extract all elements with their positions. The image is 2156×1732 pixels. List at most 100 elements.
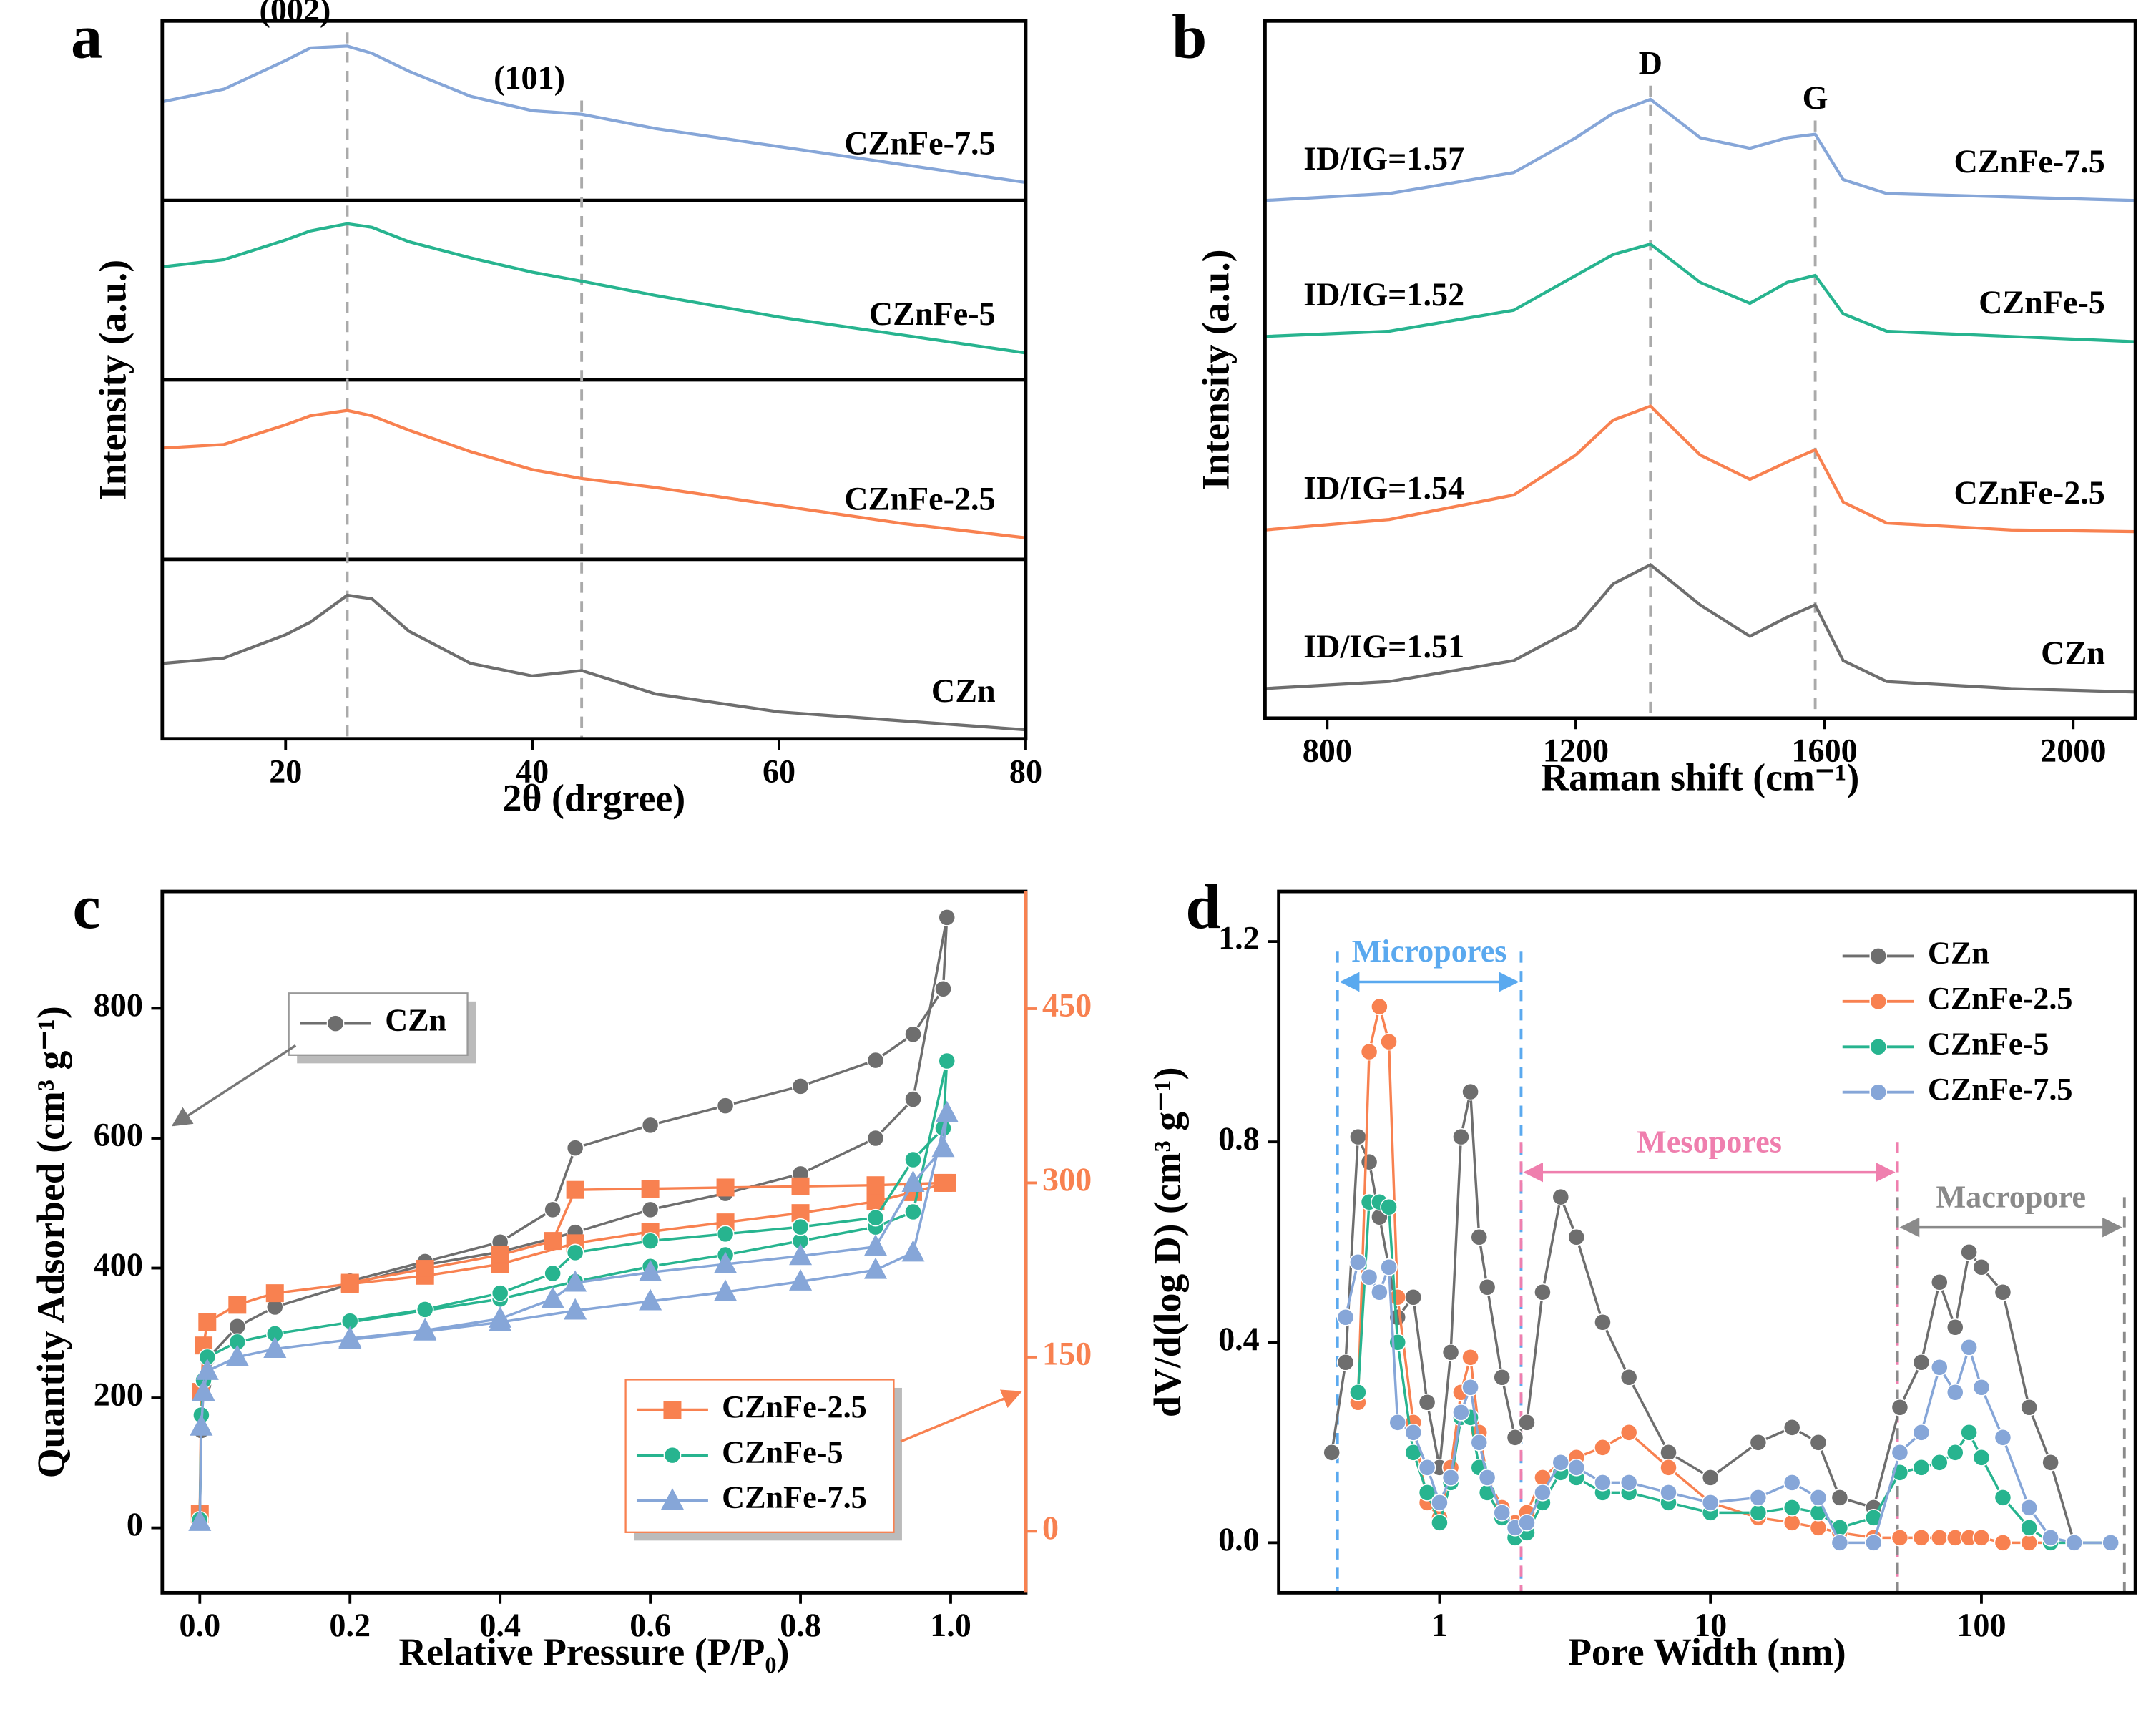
marker bbox=[901, 1170, 925, 1192]
marker bbox=[1478, 1469, 1496, 1487]
marker bbox=[1360, 1153, 1378, 1171]
marker bbox=[1749, 1434, 1768, 1452]
series-line bbox=[1344, 1259, 2111, 1545]
peak-label: G bbox=[1803, 79, 1828, 116]
marker bbox=[1567, 1459, 1586, 1477]
marker bbox=[1994, 1534, 2012, 1552]
x-tick-label: 60 bbox=[763, 753, 795, 789]
marker bbox=[1594, 1313, 1612, 1331]
marker bbox=[1783, 1419, 1801, 1437]
marker bbox=[1380, 1258, 1398, 1276]
ratio-label: ID/IG=1.54 bbox=[1303, 470, 1464, 507]
marker bbox=[663, 1401, 682, 1419]
marker bbox=[228, 1296, 247, 1314]
panel-label: d bbox=[1185, 872, 1220, 942]
x-axis-title: Pore Width (nm) bbox=[1568, 1630, 1846, 1673]
marker bbox=[491, 1246, 509, 1264]
marker bbox=[544, 1200, 562, 1219]
legend-label: CZnFe-7.5 bbox=[1928, 1072, 2073, 1107]
marker bbox=[192, 1379, 215, 1401]
marker bbox=[1783, 1474, 1801, 1492]
marker bbox=[1946, 1444, 1964, 1462]
marker bbox=[1380, 1198, 1398, 1216]
x-tick-label: 0.4 bbox=[479, 1607, 521, 1643]
region-label: Mesopores bbox=[1637, 1124, 1782, 1159]
marker bbox=[2020, 1519, 2038, 1537]
marker bbox=[1552, 1454, 1570, 1472]
x-tick-label: 0.2 bbox=[329, 1607, 371, 1643]
marker bbox=[639, 1260, 662, 1281]
marker bbox=[544, 1232, 562, 1251]
series-line bbox=[162, 408, 1026, 539]
marker bbox=[641, 1116, 660, 1135]
peak-label: (101) bbox=[494, 59, 565, 96]
marker bbox=[866, 1208, 885, 1227]
marker bbox=[791, 1177, 810, 1195]
marker bbox=[935, 1100, 959, 1122]
marker bbox=[1493, 1368, 1511, 1386]
marker bbox=[1912, 1424, 1931, 1442]
marker bbox=[188, 1509, 212, 1531]
marker bbox=[1534, 1484, 1552, 1502]
marker bbox=[1336, 1308, 1355, 1326]
marker bbox=[2102, 1534, 2120, 1552]
marker bbox=[2020, 1398, 2038, 1417]
y-axis-title: Quantity Adsorbed (cm³ g⁻¹) bbox=[29, 1006, 72, 1478]
peak-label: D bbox=[1639, 44, 1662, 81]
marker bbox=[1946, 1383, 1964, 1401]
marker bbox=[1783, 1514, 1801, 1532]
marker bbox=[338, 1326, 362, 1348]
marker bbox=[489, 1306, 512, 1328]
marker bbox=[663, 1446, 682, 1464]
marker bbox=[1441, 1343, 1460, 1361]
marker bbox=[931, 1135, 955, 1158]
marker bbox=[1930, 1454, 1949, 1472]
marker bbox=[1660, 1444, 1677, 1462]
marker bbox=[2065, 1534, 2083, 1552]
series-line bbox=[1265, 97, 2136, 202]
marker bbox=[714, 1251, 738, 1273]
marker bbox=[1461, 1082, 1479, 1101]
legend-label: CZnFe-5 bbox=[1928, 1026, 2049, 1061]
series-label: CZnFe-7.5 bbox=[844, 125, 995, 162]
marker bbox=[225, 1344, 249, 1366]
marker bbox=[1749, 1504, 1768, 1522]
x-tick-label: 80 bbox=[1009, 753, 1042, 789]
marker bbox=[1567, 1228, 1586, 1246]
marker bbox=[791, 1218, 810, 1236]
marker bbox=[1506, 1429, 1524, 1447]
marker bbox=[1972, 1258, 1991, 1276]
marker bbox=[1349, 1253, 1367, 1271]
marker bbox=[1323, 1444, 1341, 1462]
marker bbox=[863, 1234, 888, 1256]
marker bbox=[1518, 1514, 1536, 1532]
plot-frame bbox=[1277, 889, 2137, 1595]
x-tick-label: 40 bbox=[516, 753, 549, 789]
marker bbox=[1461, 1378, 1479, 1396]
marker bbox=[934, 1173, 952, 1192]
marker bbox=[544, 1264, 562, 1283]
marker bbox=[1349, 1127, 1367, 1146]
marker bbox=[866, 1129, 885, 1148]
y2-tick-label: 300 bbox=[1042, 1161, 1092, 1198]
marker bbox=[326, 1014, 345, 1032]
y-tick-label: 200 bbox=[94, 1376, 143, 1413]
x-tick-label: 1200 bbox=[1543, 732, 1609, 768]
ratio-label: ID/IG=1.57 bbox=[1303, 140, 1464, 177]
marker bbox=[1869, 992, 1888, 1011]
marker bbox=[938, 909, 956, 926]
marker bbox=[2020, 1499, 2038, 1517]
marker bbox=[1831, 1489, 1849, 1507]
marker bbox=[1946, 1318, 1964, 1336]
marker bbox=[1994, 1283, 2012, 1301]
marker bbox=[934, 979, 952, 998]
marker bbox=[938, 1052, 956, 1070]
marker bbox=[1994, 1429, 2012, 1447]
marker bbox=[716, 1225, 735, 1243]
series-label: CZn bbox=[931, 672, 996, 709]
x-tick-label: 800 bbox=[1303, 732, 1352, 768]
y-tick-label: 800 bbox=[94, 987, 143, 1023]
marker bbox=[716, 1178, 735, 1197]
